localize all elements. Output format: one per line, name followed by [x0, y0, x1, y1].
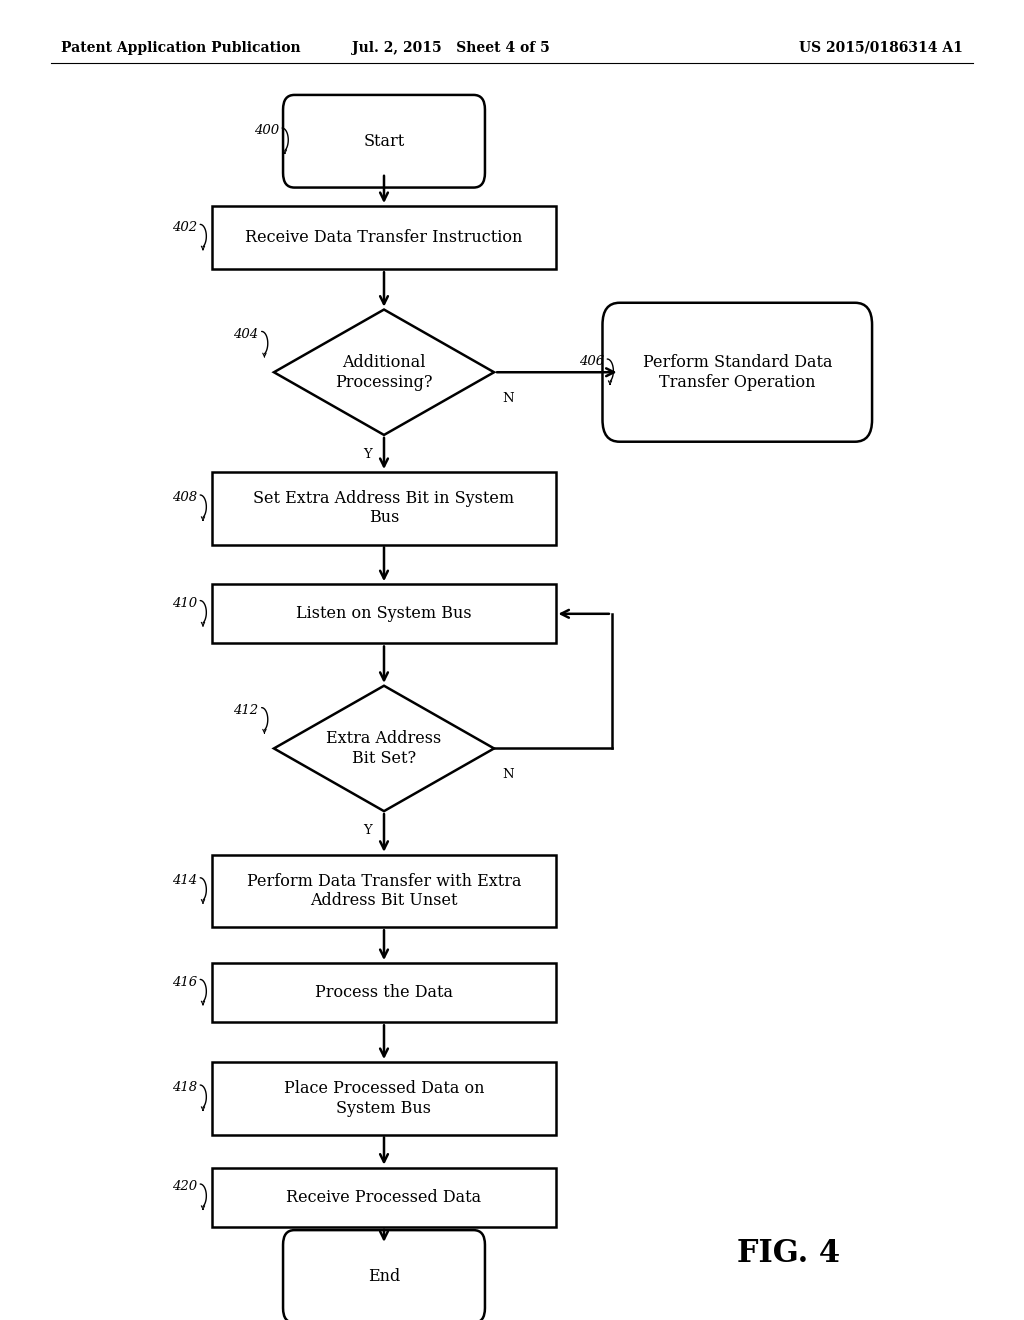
Text: Perform Standard Data
Transfer Operation: Perform Standard Data Transfer Operation — [642, 354, 833, 391]
Text: 408: 408 — [172, 491, 197, 504]
Text: Y: Y — [362, 824, 372, 837]
Text: Process the Data: Process the Data — [315, 985, 453, 1001]
Text: N: N — [502, 768, 514, 781]
Text: Extra Address
Bit Set?: Extra Address Bit Set? — [327, 730, 441, 767]
Text: Place Processed Data on
System Bus: Place Processed Data on System Bus — [284, 1080, 484, 1117]
Text: 416: 416 — [172, 975, 197, 989]
Text: 404: 404 — [233, 327, 258, 341]
Text: Receive Data Transfer Instruction: Receive Data Transfer Instruction — [246, 230, 522, 246]
Text: 402: 402 — [172, 220, 197, 234]
Text: Perform Data Transfer with Extra
Address Bit Unset: Perform Data Transfer with Extra Address… — [247, 873, 521, 909]
Text: Y: Y — [362, 449, 372, 461]
Text: Start: Start — [364, 133, 404, 149]
Text: 410: 410 — [172, 597, 197, 610]
Text: US 2015/0186314 A1: US 2015/0186314 A1 — [799, 41, 963, 54]
Text: 412: 412 — [233, 704, 258, 717]
Text: FIG. 4: FIG. 4 — [737, 1238, 840, 1270]
Text: 400: 400 — [254, 124, 279, 137]
Text: Jul. 2, 2015   Sheet 4 of 5: Jul. 2, 2015 Sheet 4 of 5 — [351, 41, 550, 54]
Text: Receive Processed Data: Receive Processed Data — [287, 1189, 481, 1205]
Text: 406: 406 — [579, 355, 604, 368]
Text: Patent Application Publication: Patent Application Publication — [61, 41, 301, 54]
Text: 414: 414 — [172, 874, 197, 887]
Text: Set Extra Address Bit in System
Bus: Set Extra Address Bit in System Bus — [253, 490, 515, 527]
Text: Listen on System Bus: Listen on System Bus — [296, 606, 472, 622]
Text: 418: 418 — [172, 1081, 197, 1094]
Text: Additional
Processing?: Additional Processing? — [335, 354, 433, 391]
Text: End: End — [368, 1269, 400, 1284]
Text: N: N — [502, 392, 514, 405]
Text: 420: 420 — [172, 1180, 197, 1193]
